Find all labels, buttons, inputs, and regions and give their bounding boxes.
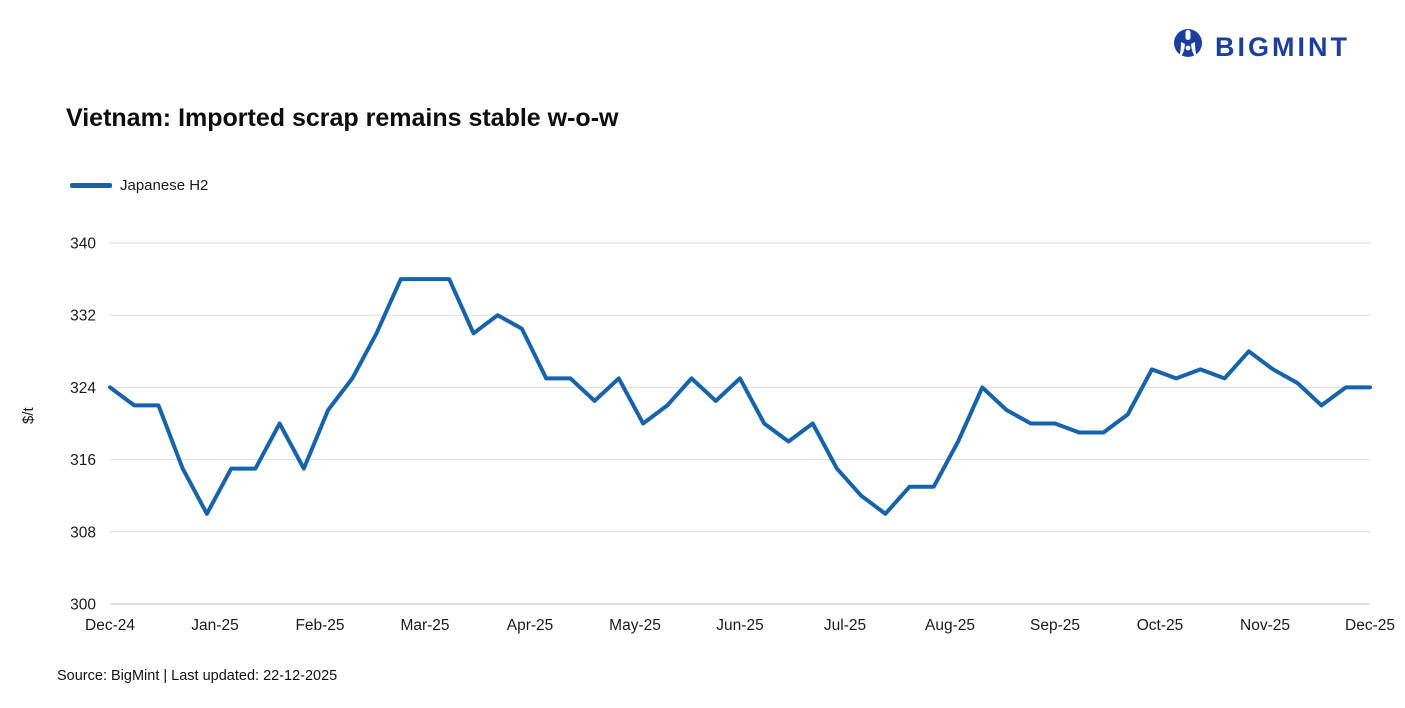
y-tick-label: 300 (70, 597, 96, 614)
x-tick-label: Aug-25 (925, 617, 975, 634)
x-tick-label: May-25 (609, 617, 661, 634)
x-tick-label: Sep-25 (1030, 617, 1080, 634)
page-title: Vietnam: Imported scrap remains stable w… (66, 104, 619, 132)
x-tick-label: Dec-25 (1345, 617, 1395, 634)
bigmint-logo: BIGMINT (1171, 28, 1350, 66)
y-tick-label: 308 (70, 524, 96, 541)
bigmint-mammoth-icon (1171, 28, 1205, 66)
y-tick-label: 316 (70, 452, 96, 469)
x-tick-label: Mar-25 (400, 617, 449, 634)
x-tick-label: Apr-25 (507, 617, 554, 634)
legend-label: Japanese H2 (120, 177, 209, 194)
x-tick-label: Jul-25 (824, 617, 866, 634)
legend-line-swatch (70, 183, 112, 188)
x-tick-label: Oct-25 (1137, 617, 1184, 634)
x-tick-label: Jun-25 (716, 617, 763, 634)
y-tick-label: 324 (70, 380, 96, 397)
x-tick-label: Dec-24 (85, 617, 135, 634)
y-tick-label: 340 (70, 236, 96, 253)
y-tick-label: 332 (70, 308, 96, 325)
x-tick-label: Jan-25 (191, 617, 238, 634)
x-tick-label: Nov-25 (1240, 617, 1290, 634)
chart-legend: Japanese H2 (70, 177, 208, 194)
bigmint-logo-text: BIGMINT (1215, 31, 1350, 62)
series-line-japanese-h2 (108, 277, 1372, 516)
source-note: Source: BigMint | Last updated: 22-12-20… (57, 668, 338, 684)
x-tick-label: Feb-25 (295, 617, 344, 634)
